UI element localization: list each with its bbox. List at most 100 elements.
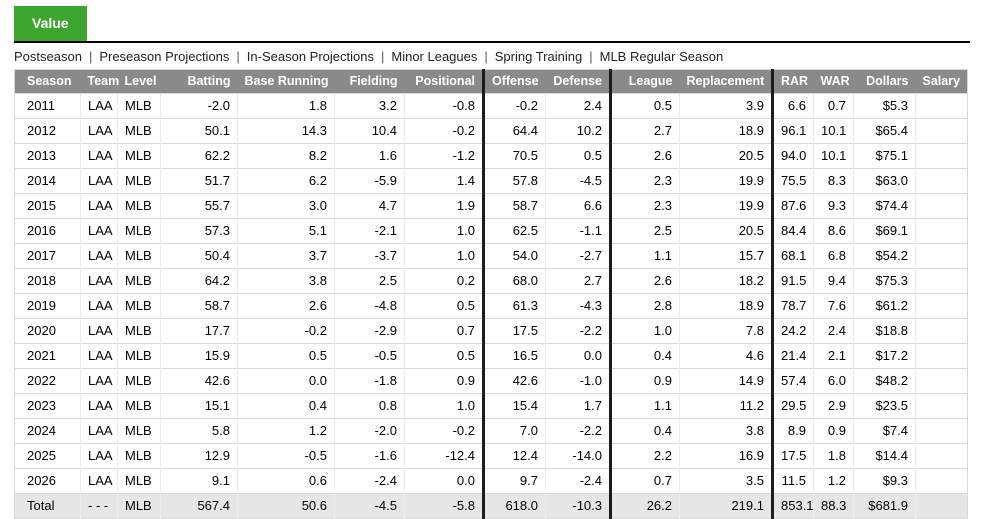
cell-replacement: 18.2: [679, 268, 774, 294]
cell-offense: 16.5: [483, 343, 546, 369]
cell-offense: 17.5: [483, 318, 546, 344]
cell-league: 2.2: [610, 443, 680, 469]
total-row: Total - - - MLB 567.4 50.6 -4.5 -5.8 618.0 -10.3…: [14, 493, 968, 519]
season-type-nav: Postseason | Preseason Projections | In-Seas…: [14, 48, 983, 65]
cell-level: MLB: [117, 143, 161, 169]
nav-link-postseason[interactable]: Postseason: [14, 49, 82, 64]
cell-season: 2026: [14, 468, 81, 494]
column-header-team[interactable]: Team: [80, 69, 119, 94]
cell-rar: 96.1: [772, 118, 814, 144]
cell-team: - - -: [80, 493, 118, 519]
column-header-offense[interactable]: Offense: [483, 69, 546, 94]
cell-war: 10.1: [813, 143, 854, 169]
cell-season: 2020: [14, 318, 81, 344]
cell-offense: 61.3: [483, 293, 546, 319]
cell-base-running: 14.3: [237, 118, 335, 144]
nav-link-in-season-projections[interactable]: In-Season Projections: [246, 49, 374, 64]
cell-salary: [915, 218, 968, 244]
cell-season: 2025: [14, 443, 81, 469]
cell-defense: -1.0: [545, 368, 612, 394]
cell-league: 2.7: [610, 118, 680, 144]
nav-link-mlb-regular-season[interactable]: MLB Regular Season: [599, 49, 724, 64]
cell-defense: 10.2: [545, 118, 612, 144]
cell-offense: 68.0: [483, 268, 546, 294]
cell-base-running: 5.1: [237, 218, 335, 244]
cell-fielding: -2.9: [334, 318, 405, 344]
cell-league: 2.5: [610, 218, 680, 244]
cell-offense: 42.6: [483, 368, 546, 394]
cell-war: 0.7: [813, 93, 854, 119]
cell-offense: 57.8: [483, 168, 546, 194]
table-row: 2014 LAA MLB 51.7 6.2 -5.9 1.4 57.8 -4.5 2.3 19.9 7…: [14, 168, 968, 194]
column-header-fielding[interactable]: Fielding: [334, 69, 405, 94]
cell-rar: 94.0: [772, 143, 814, 169]
nav-link-preseason-projections[interactable]: Preseason Projections: [99, 49, 230, 64]
table-row: 2024 LAA MLB 5.8 1.2 -2.0 -0.2 7.0 -2.2 0.4 3.8 8.9…: [14, 418, 968, 444]
column-header-dollars[interactable]: Dollars: [853, 69, 916, 94]
column-header-salary[interactable]: Salary: [915, 69, 968, 94]
cell-fielding: 10.4: [334, 118, 405, 144]
nav-separator: |: [236, 49, 240, 64]
cell-base-running: 3.8: [237, 268, 335, 294]
column-header-defense[interactable]: Defense: [545, 69, 612, 94]
cell-replacement: 20.5: [679, 218, 774, 244]
cell-replacement: 3.8: [679, 418, 774, 444]
cell-positional: 1.4: [404, 168, 485, 194]
cell-team: LAA: [80, 368, 118, 394]
cell-batting: 55.7: [160, 193, 238, 219]
cell-team: LAA: [80, 93, 118, 119]
cell-season: 2015: [14, 193, 81, 219]
cell-dollars: $14.4: [853, 443, 916, 469]
cell-positional: 1.9: [404, 193, 485, 219]
cell-replacement: 3.5: [679, 468, 774, 494]
cell-fielding: -4.5: [334, 493, 405, 519]
cell-positional: 1.0: [404, 243, 485, 269]
column-header-rar[interactable]: RAR: [772, 69, 814, 94]
cell-replacement: 19.9: [679, 168, 774, 194]
column-header-positional[interactable]: Positional: [404, 69, 485, 94]
cell-offense: 15.4: [483, 393, 546, 419]
cell-dollars: $17.2: [853, 343, 916, 369]
column-header-level[interactable]: Level: [117, 69, 161, 94]
cell-war: 8.6: [813, 218, 854, 244]
column-header-batting[interactable]: Batting: [160, 69, 238, 94]
cell-replacement: 15.7: [679, 243, 774, 269]
cell-fielding: -0.5: [334, 343, 405, 369]
cell-team: LAA: [80, 393, 118, 419]
cell-season: Total: [14, 493, 81, 519]
nav-separator: |: [380, 49, 385, 64]
tab-row: Value: [0, 6, 983, 41]
cell-rar: 8.9: [772, 418, 814, 444]
cell-positional: 0.5: [404, 293, 485, 319]
table-row: 2017 LAA MLB 50.4 3.7 -3.7 1.0 54.0 -2.7 1.1 15.7 6…: [14, 243, 968, 269]
cell-positional: -0.2: [404, 418, 485, 444]
cell-war: 88.3: [813, 493, 854, 519]
table-row: 2026 LAA MLB 9.1 0.6 -2.4 0.0 9.7 -2.4 0.7 3.5 11.5…: [14, 468, 968, 494]
cell-team: LAA: [80, 443, 118, 469]
cell-salary: [915, 93, 968, 119]
cell-dollars: $54.2: [853, 243, 916, 269]
column-header-season[interactable]: Season: [14, 69, 81, 94]
cell-batting: 5.8: [160, 418, 238, 444]
table-row: 2019 LAA MLB 58.7 2.6 -4.8 0.5 61.3 -4.3 2.8 18.9 7…: [14, 293, 968, 319]
cell-season: 2023: [14, 393, 81, 419]
cell-fielding: -5.9: [334, 168, 405, 194]
cell-replacement: 18.9: [679, 118, 774, 144]
cell-team: LAA: [80, 168, 118, 194]
cell-league: 2.3: [610, 193, 680, 219]
column-header-base-running[interactable]: Base Running: [237, 69, 335, 94]
cell-team: LAA: [80, 218, 118, 244]
cell-batting: 9.1: [160, 468, 238, 494]
nav-link-spring-training[interactable]: Spring Training: [494, 49, 583, 64]
table-row: 2012 LAA MLB 50.1 14.3 10.4 -0.2 64.4 10.2 2.7 18.…: [14, 118, 968, 144]
column-header-league[interactable]: League: [610, 69, 680, 94]
tab-value[interactable]: Value: [14, 6, 87, 41]
column-header-war[interactable]: WAR: [813, 69, 854, 94]
nav-link-minor-leagues[interactable]: Minor Leagues: [391, 49, 478, 64]
cell-defense: -14.0: [545, 443, 612, 469]
cell-league: 2.6: [610, 143, 680, 169]
cell-rar: 29.5: [772, 393, 814, 419]
cell-rar: 17.5: [772, 443, 814, 469]
column-header-replacement[interactable]: Replacement: [679, 69, 774, 94]
